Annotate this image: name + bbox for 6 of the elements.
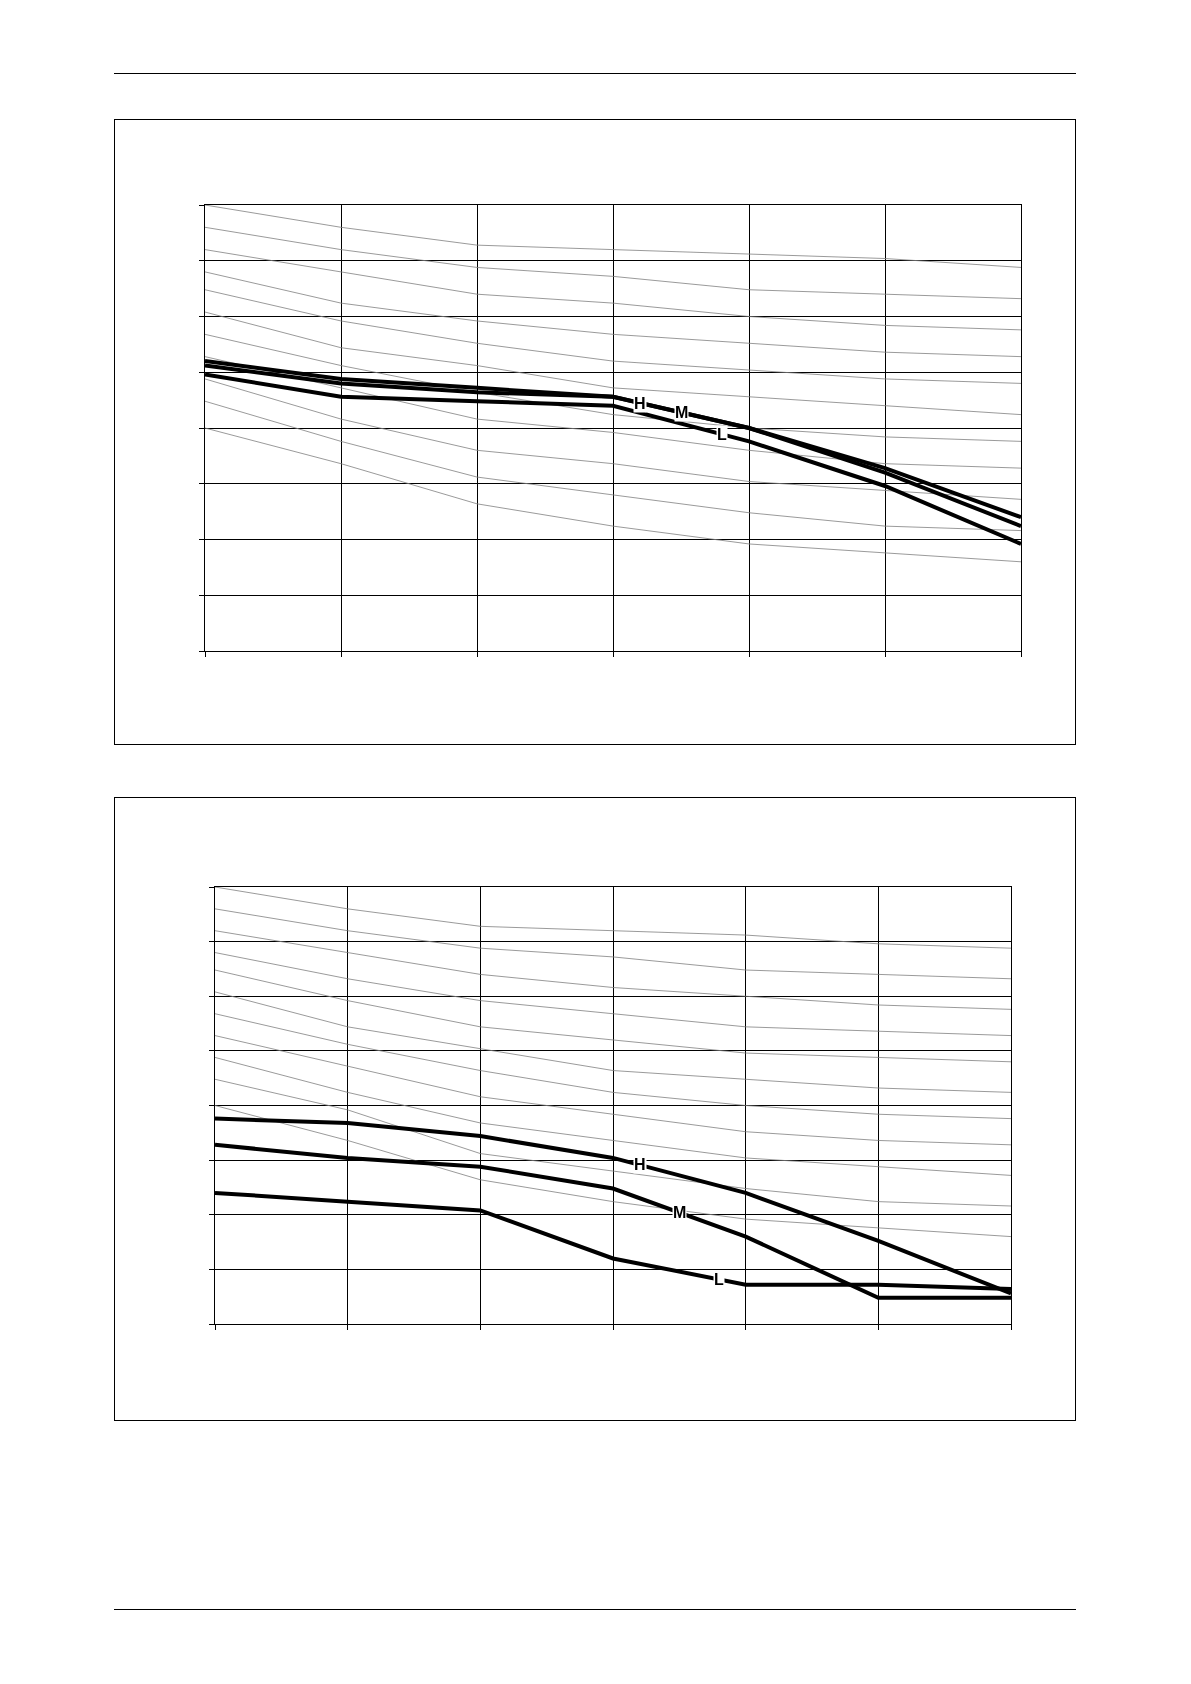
series-label: L <box>717 426 727 443</box>
series-label: H <box>634 1156 646 1173</box>
series-label: M <box>675 404 689 421</box>
series-label: L <box>714 1271 724 1288</box>
series-label: H <box>634 395 646 412</box>
series-label: M <box>673 1204 687 1221</box>
